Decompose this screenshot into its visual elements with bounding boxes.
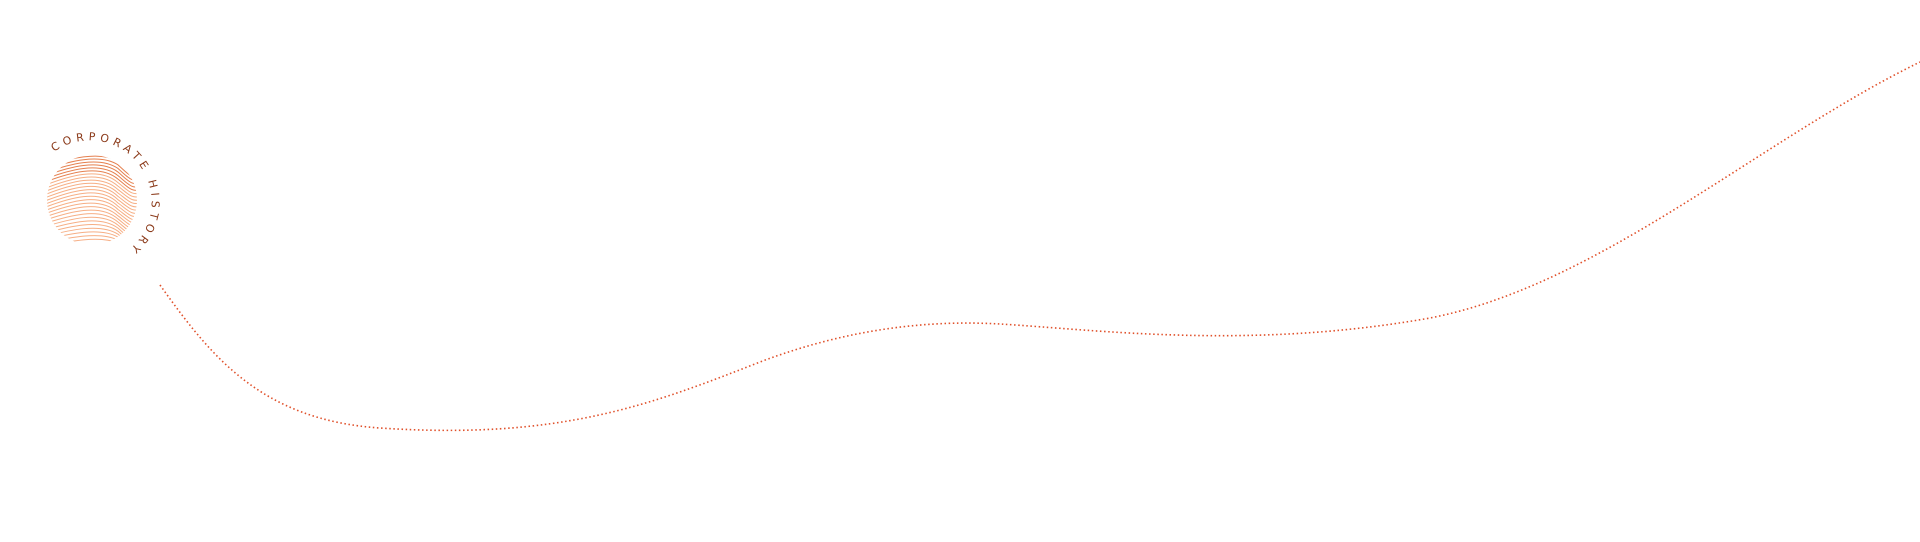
timeline-dotted-path xyxy=(159,61,1920,432)
logo-wave-line xyxy=(47,227,137,245)
logo-wave-line xyxy=(47,170,137,191)
logo-wave-line xyxy=(47,238,137,245)
logo-wave-line xyxy=(47,231,137,245)
logo-wave-line xyxy=(47,182,137,205)
logo-wave-line xyxy=(47,185,137,208)
corporate-history-logo: CORPORATE HISTORY xyxy=(47,130,158,258)
logo-wave-lines xyxy=(47,155,137,245)
logo-wave-line xyxy=(47,173,137,195)
logo-wave-line xyxy=(47,195,137,218)
logo-wave-line xyxy=(47,224,137,244)
logo-wave-line xyxy=(47,189,137,211)
logo-wave-line xyxy=(47,167,137,188)
logo-wave-line xyxy=(47,179,137,201)
logo-wave-line xyxy=(47,176,137,198)
logo-wave-line xyxy=(47,192,137,214)
logo-wave-line xyxy=(47,235,137,245)
logo-wave-line xyxy=(47,164,137,185)
